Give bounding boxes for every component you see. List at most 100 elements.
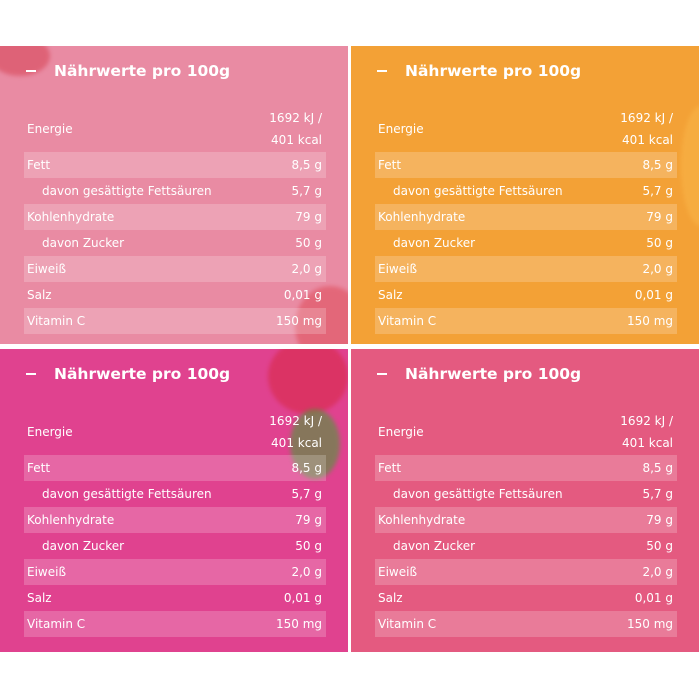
row-label: Energie	[378, 425, 424, 439]
row-label: Eiweiß	[378, 262, 418, 276]
nutrition-panel: Nährwerte pro 100g Energie 1692 kJ / 401 kc…	[351, 46, 699, 344]
row-label: Fett	[27, 461, 51, 475]
table-row: davon gesättigte Fettsäuren 5,7 g	[375, 481, 677, 507]
row-value: 1692 kJ / 401 kcal	[620, 107, 673, 151]
row-value: 0,01 g	[634, 288, 673, 302]
row-value: 50 g	[646, 539, 673, 553]
energy-kj: 1692 kJ /	[620, 111, 673, 125]
row-label: Energie	[27, 122, 73, 136]
panel-title: Nährwerte pro 100g	[405, 62, 582, 80]
table-row: Eiweiß 2,0 g	[24, 559, 326, 585]
row-label: Energie	[378, 122, 424, 136]
row-value: 0,01 g	[283, 591, 322, 605]
row-value: 150 mg	[626, 617, 673, 631]
row-value: 0,01 g	[634, 591, 673, 605]
fruit-decoration	[268, 349, 348, 414]
row-value: 50 g	[646, 236, 673, 250]
panel-header[interactable]: Nährwerte pro 100g	[377, 365, 581, 383]
nutrition-table: Energie 1692 kJ / 401 kcal Fett 8,5 g davon g…	[24, 409, 326, 637]
nutrition-panel: Nährwerte pro 100g Energie 1692 kJ / 401 kc…	[351, 349, 699, 652]
row-value: 50 g	[295, 539, 322, 553]
row-label: davon gesättigte Fettsäuren	[393, 184, 563, 198]
row-label: davon Zucker	[393, 236, 476, 250]
table-row: davon Zucker 50 g	[375, 533, 677, 559]
row-value: 50 g	[295, 236, 322, 250]
row-value: 150 mg	[275, 617, 322, 631]
panel-header[interactable]: Nährwerte pro 100g	[26, 365, 230, 383]
row-label: Kohlenhydrate	[378, 513, 466, 527]
row-label: Vitamin C	[27, 314, 86, 328]
row-label: Eiweiß	[27, 565, 67, 579]
row-label: davon gesättigte Fettsäuren	[42, 487, 212, 501]
row-value: 2,0 g	[642, 262, 673, 276]
row-value: 79 g	[295, 210, 322, 224]
table-row: Fett 8,5 g	[375, 152, 677, 178]
panel-header[interactable]: Nährwerte pro 100g	[377, 62, 581, 80]
row-label: davon Zucker	[42, 236, 125, 250]
table-row: davon Zucker 50 g	[375, 230, 677, 256]
row-label: Fett	[378, 158, 402, 172]
energy-kcal: 401 kcal	[622, 133, 673, 147]
row-label: Kohlenhydrate	[378, 210, 466, 224]
table-row: davon gesättigte Fettsäuren 5,7 g	[375, 178, 677, 204]
row-label: Salz	[27, 591, 52, 605]
table-row: Vitamin C 150 mg	[24, 611, 326, 637]
row-value: 5,7 g	[642, 184, 673, 198]
table-row: davon Zucker 50 g	[24, 230, 326, 256]
panel-header[interactable]: Nährwerte pro 100g	[26, 62, 230, 80]
row-value: 8,5 g	[642, 158, 673, 172]
row-label: Energie	[27, 425, 73, 439]
panel-title: Nährwerte pro 100g	[405, 365, 582, 383]
table-row: Fett 8,5 g	[24, 152, 326, 178]
row-value: 79 g	[295, 513, 322, 527]
row-value: 5,7 g	[291, 487, 322, 501]
row-label: davon gesättigte Fettsäuren	[393, 487, 563, 501]
energy-kj: 1692 kJ /	[269, 414, 322, 428]
row-label: davon Zucker	[393, 539, 476, 553]
energy-kj: 1692 kJ /	[620, 414, 673, 428]
collapse-icon[interactable]	[377, 70, 387, 72]
table-row: Salz 0,01 g	[375, 585, 677, 611]
table-row: Kohlenhydrate 79 g	[375, 507, 677, 533]
collapse-icon[interactable]	[26, 70, 36, 72]
row-value: 79 g	[646, 513, 673, 527]
row-label: Salz	[27, 288, 52, 302]
row-label: Eiweiß	[378, 565, 418, 579]
row-label: Vitamin C	[378, 617, 437, 631]
row-value: 2,0 g	[291, 262, 322, 276]
table-row: Salz 0,01 g	[24, 585, 326, 611]
collapse-icon[interactable]	[377, 373, 387, 375]
table-row-energy: Energie 1692 kJ / 401 kcal	[24, 106, 326, 152]
collapse-icon[interactable]	[26, 373, 36, 375]
table-row: Eiweiß 2,0 g	[24, 256, 326, 282]
nutrition-panel: Nährwerte pro 100g Energie 1692 kJ / 401 kc…	[0, 46, 348, 344]
row-value: 2,0 g	[291, 565, 322, 579]
row-label: Salz	[378, 591, 403, 605]
table-row: Vitamin C 150 mg	[24, 308, 326, 334]
table-row: Fett 8,5 g	[375, 455, 677, 481]
fruit-decoration	[290, 409, 340, 479]
row-label: Vitamin C	[27, 617, 86, 631]
table-row-energy: Energie 1692 kJ / 401 kcal	[375, 106, 677, 152]
row-value: 8,5 g	[291, 158, 322, 172]
table-row: Kohlenhydrate 79 g	[24, 204, 326, 230]
panel-title: Nährwerte pro 100g	[54, 62, 231, 80]
table-row-energy: Energie 1692 kJ / 401 kcal	[24, 409, 326, 455]
table-row: Kohlenhydrate 79 g	[375, 204, 677, 230]
panel-title: Nährwerte pro 100g	[54, 365, 231, 383]
row-value: 5,7 g	[642, 487, 673, 501]
row-value: 1692 kJ / 401 kcal	[620, 410, 673, 454]
row-label: Salz	[378, 288, 403, 302]
row-value: 2,0 g	[642, 565, 673, 579]
table-row: Kohlenhydrate 79 g	[24, 507, 326, 533]
row-label: Fett	[378, 461, 402, 475]
row-label: Vitamin C	[378, 314, 437, 328]
row-value: 1692 kJ / 401 kcal	[269, 107, 322, 151]
row-value: 0,01 g	[283, 288, 322, 302]
energy-kj: 1692 kJ /	[269, 111, 322, 125]
nutrition-table: Energie 1692 kJ / 401 kcal Fett 8,5 g davon g…	[375, 106, 677, 334]
table-row: davon gesättigte Fettsäuren 5,7 g	[24, 481, 326, 507]
row-label: davon Zucker	[42, 539, 125, 553]
row-label: Kohlenhydrate	[27, 210, 115, 224]
table-row: Vitamin C 150 mg	[375, 611, 677, 637]
